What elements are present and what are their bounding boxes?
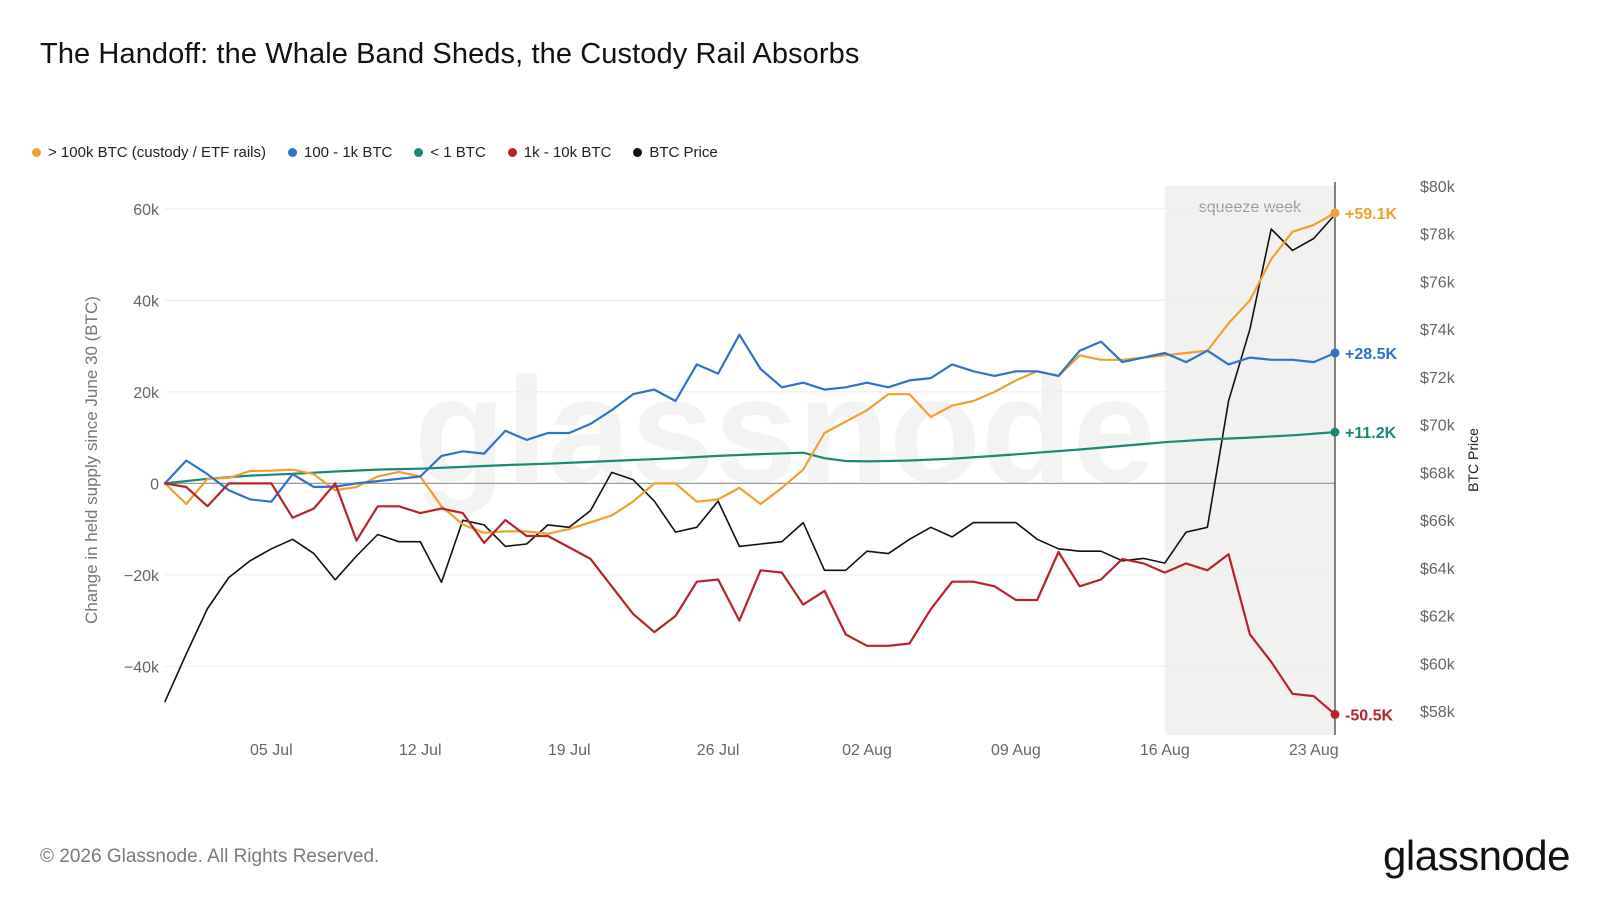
series-line-btc-price [164,213,1336,703]
series-end-label: -50.5K [1345,707,1393,724]
x-tick-label: 09 Aug [991,742,1041,759]
legend-marker [32,148,41,157]
y-tick-label: −20k [124,568,160,585]
legend-item: 100 - 1k BTC [287,144,393,161]
y2-tick-label: $60k [1420,656,1456,673]
legend-item: 1k - 10k BTC [507,144,612,161]
series-end-point [1330,427,1340,437]
y-tick-label: 20k [133,385,160,402]
series-end-label: +11.2K [1345,425,1397,442]
y2-tick-label: $76k [1420,274,1456,291]
y2-tick-label: $72k [1420,370,1456,387]
shaded-region-label: squeeze week [1199,199,1302,216]
x-tick-label: 26 Jul [697,742,740,759]
legend-marker [414,148,424,157]
x-tick-label: 12 Jul [399,742,442,759]
series-end-point [1330,348,1340,358]
copyright-text: © 2026 Glassnode. All Rights Reserved. [40,846,380,867]
y-axis-title: Change in held supply since June 30 (BTC… [82,296,101,624]
y2-tick-label: $74k [1420,322,1456,339]
y-tick-label: 0 [150,476,159,493]
y2-tick-label: $64k [1420,561,1456,578]
y2-tick-label: $70k [1420,418,1456,435]
legend: > 100k BTC (custody / ETF rails) 100 - 1k… [32,144,718,161]
series-end-label: +59.1K [1345,206,1397,223]
x-tick-label: 02 Aug [842,742,892,759]
legend-label: BTC Price [649,144,718,161]
legend-label: 1k - 10k BTC [523,144,612,161]
legend-label: > 100k BTC (custody / ETF rails) [48,144,266,161]
legend-marker [633,148,643,157]
y2-tick-label: $80k [1420,179,1456,196]
x-tick-label: 05 Jul [250,742,293,759]
x-tick-label: 16 Aug [1140,742,1190,759]
x-tick-label: 23 Aug [1289,742,1339,759]
y2-tick-label: $78k [1420,227,1456,244]
y2-axis-title: BTC Price [1465,428,1481,492]
series-line-1k-10k-btc [163,482,1337,716]
legend-item: BTC Price [633,144,718,161]
legend-marker [287,148,297,157]
watermark: glassnode [414,346,1156,514]
y2-tick-label: $58k [1420,704,1456,721]
series-line--1-btc [163,431,1337,485]
legend-item: > 100k BTC (custody / ETF rails) [32,144,266,161]
legend-marker [507,148,517,157]
y-tick-label: 40k [133,293,160,310]
y-tick-label: 60k [133,202,160,219]
legend-item: < 1 BTC [414,144,486,161]
shaded-region [1164,186,1335,735]
chart-title: The Handoff: the Whale Band Sheds, the C… [40,38,860,70]
y2-tick-label: $62k [1420,609,1456,626]
legend-label: < 1 BTC [430,144,486,161]
brand-logo: glassnode [1383,832,1570,879]
series-end-point [1330,709,1340,719]
x-tick-label: 19 Jul [548,742,591,759]
series-line-100-1k-btc [163,333,1337,503]
legend-label: 100 - 1k BTC [303,144,393,161]
y-tick-label: −40k [124,659,160,676]
y2-tick-label: $68k [1420,465,1456,482]
series-end-point [1330,208,1340,218]
series-end-label: +28.5K [1345,346,1397,363]
y2-tick-label: $66k [1420,513,1456,530]
